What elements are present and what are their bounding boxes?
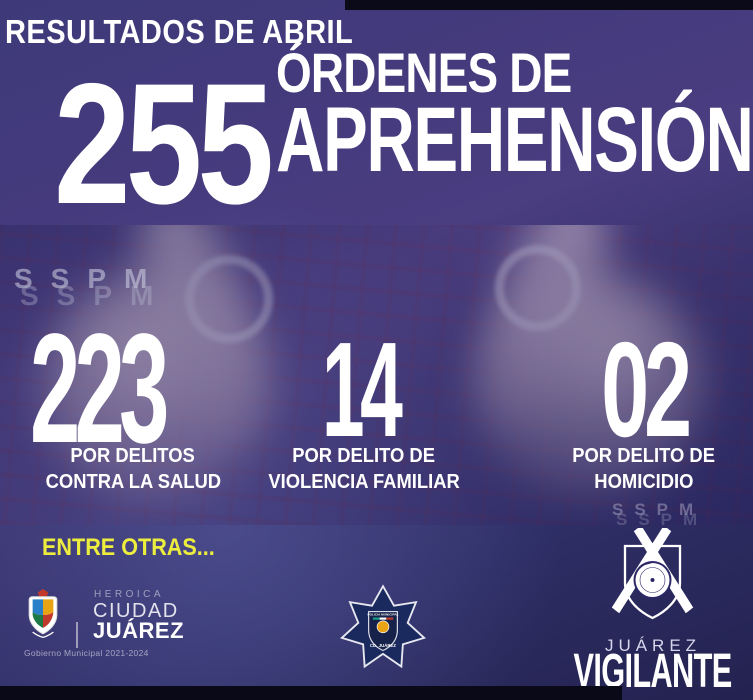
svg-text:POLICIA MUNICIPAL: POLICIA MUNICIPAL [367, 612, 398, 616]
svg-text:CD. JUÁREZ: CD. JUÁREZ [370, 643, 396, 648]
